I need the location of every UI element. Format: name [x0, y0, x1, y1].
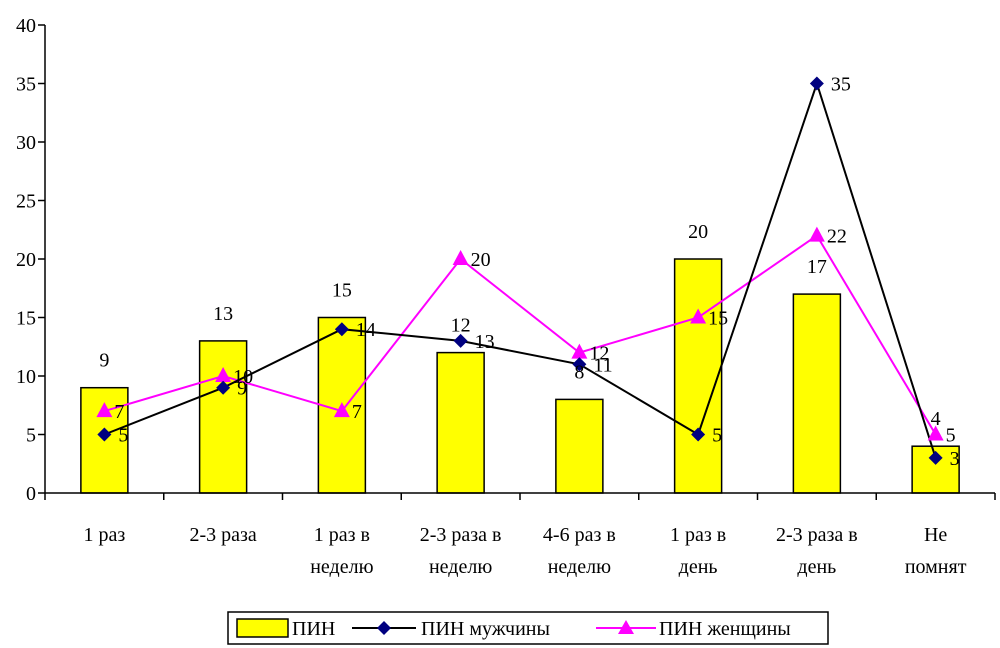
x-category-label-line: неделю — [548, 556, 611, 578]
x-category-label-line: неделю — [310, 556, 373, 578]
marker-men — [334, 322, 349, 337]
x-category-label: 2-3 раза — [189, 524, 256, 546]
data-label-men: 13 — [475, 331, 495, 353]
x-category-label-line: Не — [924, 524, 947, 546]
marker-women — [571, 343, 588, 359]
bar — [673, 258, 723, 494]
marker-men — [97, 427, 112, 442]
data-label-men: 35 — [831, 74, 851, 96]
y-tick-label: 0 — [26, 483, 36, 505]
marker-women — [808, 226, 825, 242]
bar-data-label: 12 — [451, 315, 471, 337]
x-category-label-line: 2-3 раза в — [776, 524, 858, 546]
bar — [555, 398, 604, 494]
x-category-label-line: 4-6 раз в — [543, 524, 616, 546]
marker-women — [96, 402, 113, 418]
bar-data-label: 8 — [574, 361, 584, 383]
marker-women — [333, 402, 350, 418]
data-label-women: 7 — [352, 401, 362, 423]
bar — [436, 351, 485, 494]
bar-data-label: 4 — [931, 408, 941, 430]
bar-data-label: 17 — [807, 256, 827, 278]
x-category-label-line: 1 раз — [83, 524, 125, 546]
y-tick-label: 25 — [16, 191, 36, 213]
y-tick-label: 40 — [16, 15, 36, 37]
data-label-men: 14 — [356, 319, 376, 341]
marker-women — [690, 308, 707, 324]
marker-men — [572, 357, 587, 372]
x-category-label-line: день — [679, 556, 718, 578]
x-category-label: Не помнят — [905, 524, 967, 578]
data-label-women: 15 — [708, 308, 728, 330]
legend: ПИН ПИН мужчины ПИН женщины — [227, 611, 829, 645]
bars-layer — [80, 258, 960, 494]
line-women — [104, 234, 937, 436]
marker-women — [452, 250, 469, 265]
y-tick-label: 30 — [16, 132, 36, 154]
bar-data-label: 20 — [688, 221, 708, 243]
legend-label-men: ПИН мужчины — [421, 618, 550, 640]
x-category-label: 1 раз в неделю — [310, 524, 373, 578]
legend-marker-women — [618, 620, 634, 634]
data-label-men: 5 — [118, 425, 128, 447]
bar — [198, 340, 248, 494]
x-category-label-line: 2-3 раза — [189, 524, 256, 546]
x-category-label-line: 2-3 раза в — [420, 524, 502, 546]
data-label-women: 7 — [114, 401, 124, 423]
x-category-label-line: 1 раз в — [670, 524, 726, 546]
lines-layer — [96, 76, 944, 465]
bar-data-label: 15 — [332, 280, 352, 302]
data-label-men: 3 — [950, 448, 960, 470]
marker-men — [928, 450, 943, 465]
x-category-label: 1 раз в день — [670, 524, 726, 578]
line-men — [104, 80, 937, 459]
x-category-label-line: неделю — [429, 556, 492, 578]
legend-box — [227, 611, 829, 645]
marker-men — [809, 76, 824, 91]
x-category-label: 2-3 раза в неделю — [420, 524, 502, 578]
data-label-men: 5 — [712, 425, 722, 447]
bar-data-label: 13 — [213, 303, 233, 325]
data-label-women: 10 — [233, 366, 253, 388]
y-tick-label: 5 — [26, 425, 36, 447]
data-label-women: 12 — [589, 343, 609, 365]
data-label-men: 11 — [593, 354, 612, 376]
marker-women — [927, 425, 944, 441]
y-tick-label: 35 — [16, 74, 36, 96]
y-tick-label: 10 — [16, 366, 36, 388]
data-label-men: 9 — [237, 378, 247, 400]
x-category-label-line: 1 раз в — [314, 524, 370, 546]
x-category-label: 4-6 раз в неделю — [543, 524, 616, 578]
data-label-women: 5 — [946, 425, 956, 447]
legend-marker-men — [377, 621, 391, 635]
legend-label-women: ПИН женщины — [659, 618, 791, 640]
legend-swatch-pin — [236, 618, 289, 638]
x-category-label-line: помнят — [905, 556, 967, 578]
marker-women — [215, 367, 232, 382]
x-category-label: 1 раз — [83, 524, 125, 546]
y-tick-label: 15 — [16, 308, 36, 330]
x-category-label: 2-3 раза в день — [776, 524, 858, 578]
marker-men — [691, 427, 706, 442]
data-label-women: 20 — [471, 249, 491, 271]
bar — [792, 293, 842, 494]
marker-men — [453, 333, 468, 348]
y-tick-label: 20 — [16, 249, 36, 271]
marker-men — [216, 380, 231, 395]
data-label-women: 22 — [827, 226, 847, 248]
x-category-label-line: день — [797, 556, 836, 578]
legend-label-pin: ПИН — [292, 618, 335, 640]
bar-data-label: 9 — [99, 350, 109, 372]
